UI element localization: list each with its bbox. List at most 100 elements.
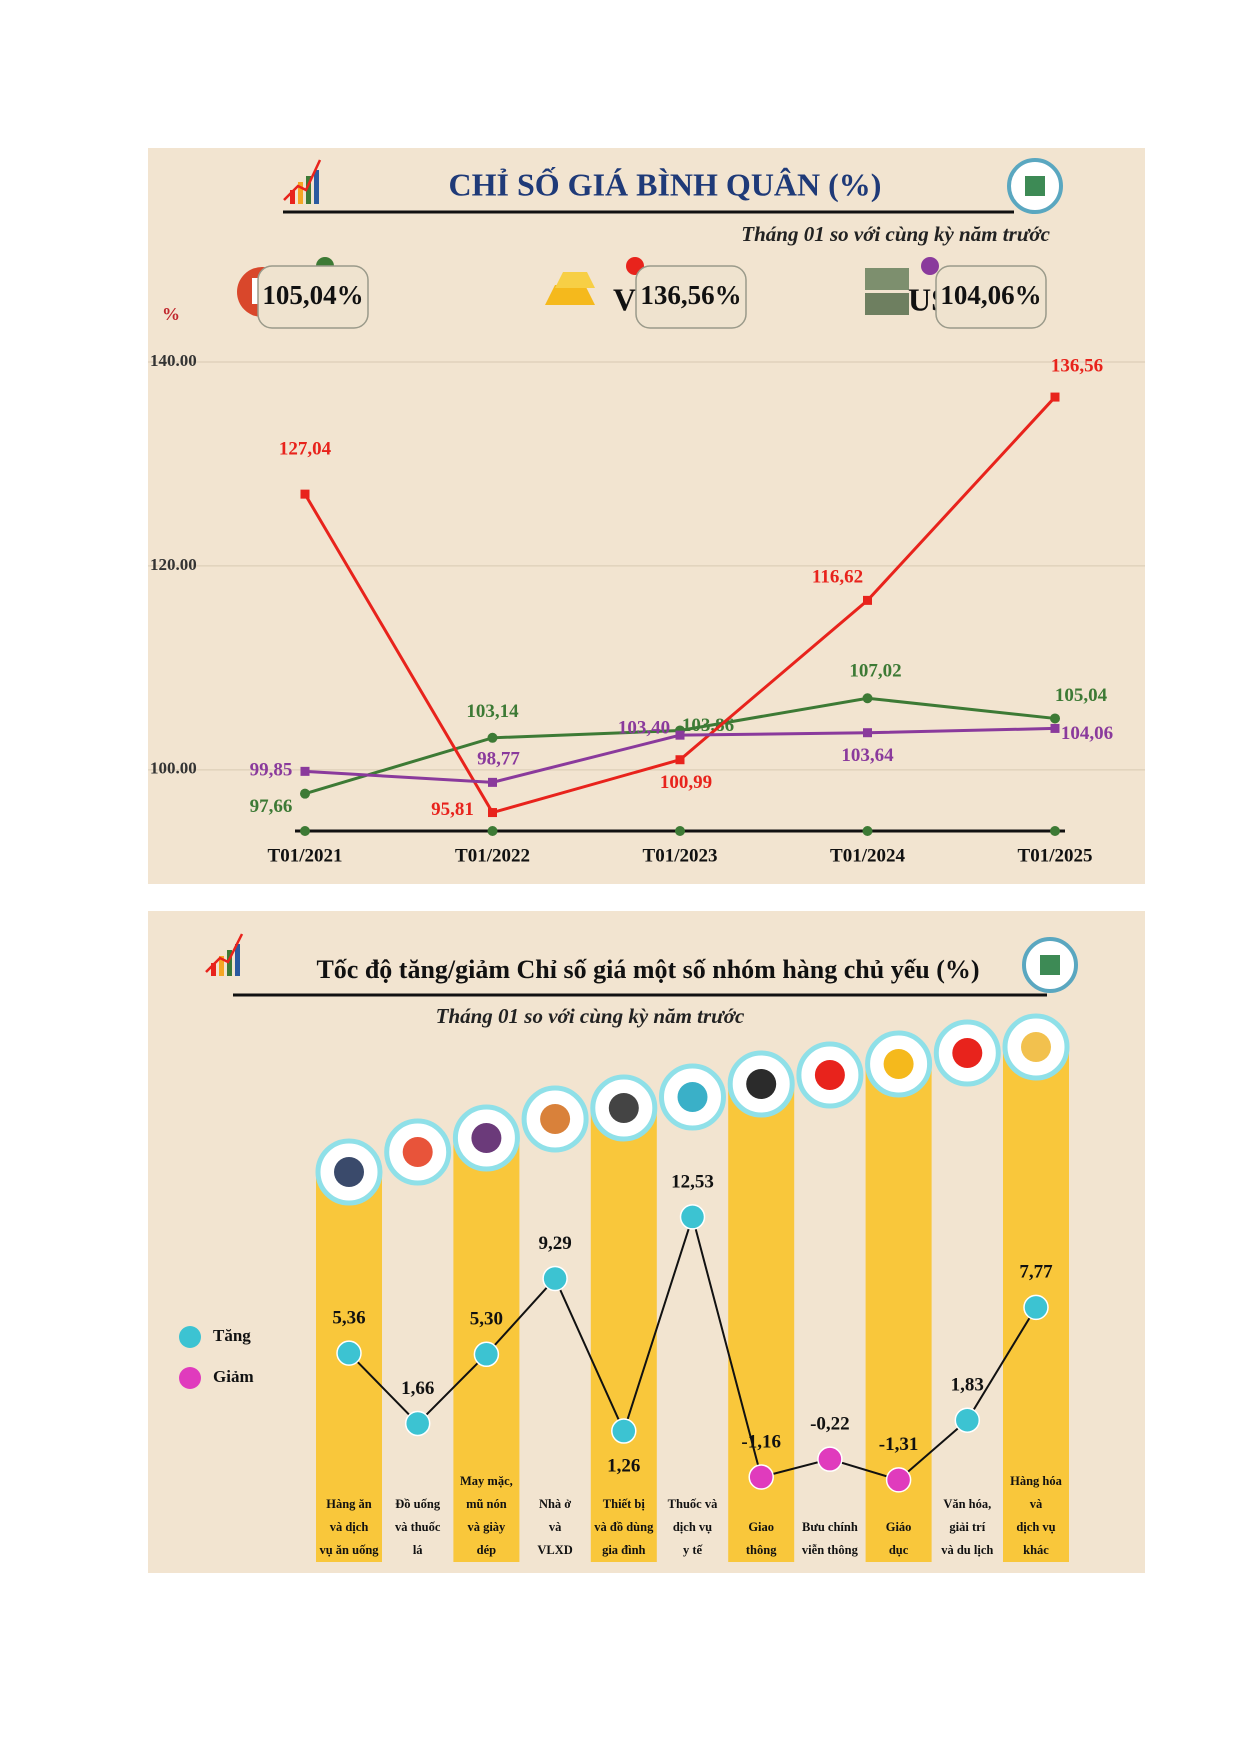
data-label: 104,06 [1061, 723, 1113, 744]
point [862, 693, 873, 704]
data-label: -1,31 [879, 1434, 919, 1455]
category-icon-inner [814, 1060, 845, 1090]
y-tick-label: 140.00 [150, 351, 197, 370]
data-label: 99,85 [250, 760, 293, 781]
category-label: Thuốc và dịch vụ y tế [667, 1497, 718, 1557]
category-label: Hàng hóa và dịch vụ khác [1010, 1474, 1062, 1557]
usd-icon [865, 268, 909, 315]
data-label: 107,02 [849, 661, 901, 682]
point [1023, 1294, 1049, 1321]
point [404, 1410, 431, 1437]
column [728, 1084, 795, 1562]
point [488, 777, 497, 787]
badge: 136,56% [640, 280, 741, 310]
data-label: 5,36 [332, 1308, 365, 1329]
data-label: 116,62 [812, 567, 863, 588]
badge-box [935, 265, 1047, 329]
point [542, 1265, 568, 1292]
data-label: 100,99 [660, 772, 712, 793]
point [863, 595, 872, 605]
x-tick-dot [1050, 826, 1060, 836]
category-icon-inner [608, 1093, 639, 1123]
category-label: Nhà ở và VLXD [537, 1497, 573, 1557]
point [675, 730, 685, 740]
column [316, 1172, 382, 1562]
point [954, 1407, 981, 1433]
logo-icon [1007, 158, 1063, 214]
category-label: May mặc, mũ nón và giày dép [460, 1474, 513, 1557]
chart-icon [205, 933, 244, 976]
point [611, 1418, 637, 1444]
point [748, 1464, 774, 1490]
point [679, 1204, 706, 1230]
point [885, 1467, 912, 1493]
category-label: Giao thông [745, 1520, 777, 1557]
gold-icon [545, 272, 595, 305]
data-label: 127,04 [279, 438, 332, 459]
x-tick-label: T01/2024 [830, 845, 905, 866]
category-icon-inner [334, 1157, 364, 1187]
data-label: 12,53 [671, 1171, 714, 1192]
x-tick-label: T01/2021 [268, 845, 343, 866]
x-tick-label: T01/2023 [643, 845, 718, 866]
category-label: Giáo dục [885, 1520, 912, 1557]
x-tick-dot [675, 826, 685, 836]
point [1050, 713, 1060, 724]
category-icon-inner [883, 1049, 914, 1079]
data-label: 98,77 [477, 749, 520, 770]
category-icon-inner [1021, 1032, 1051, 1062]
data-label: 1,83 [951, 1375, 984, 1396]
y-tick-label: 120.00 [150, 555, 197, 574]
point [300, 489, 310, 499]
data-label: 136,56 [1051, 355, 1103, 376]
data-label: 1,26 [607, 1455, 640, 1476]
x-tick-label: T01/2022 [455, 845, 530, 866]
point [488, 808, 497, 818]
point [473, 1341, 500, 1368]
legend-dot [179, 1367, 201, 1389]
chart-icon [283, 159, 322, 204]
category-icon-inner [746, 1069, 777, 1099]
point [300, 766, 310, 776]
category-icon-inner [402, 1137, 433, 1167]
point [675, 755, 685, 765]
legend-label: Giảm [213, 1367, 254, 1386]
category-label: Đồ uống và thuốc lá [394, 1497, 441, 1557]
logo-icon [1022, 937, 1078, 993]
badge-box [635, 265, 747, 329]
category-label: Bưu chính viễn thông [801, 1520, 858, 1557]
legend-label: Tăng [213, 1326, 251, 1345]
point [487, 732, 498, 743]
data-label: 103,64 [841, 745, 894, 766]
data-label: 103,86 [682, 715, 734, 736]
point [336, 1340, 362, 1366]
point [300, 788, 310, 799]
category-icon-inner [952, 1038, 983, 1068]
data-label: 7,77 [1019, 1262, 1053, 1283]
category-icon-inner [540, 1104, 571, 1134]
column [590, 1108, 657, 1562]
point [1050, 723, 1060, 733]
x-tick-dot [862, 826, 873, 836]
chart-title: Tốc độ tăng/giảm Chỉ số giá một số nhóm … [316, 955, 979, 984]
x-tick-label: T01/2025 [1018, 845, 1093, 866]
point [863, 728, 872, 738]
x-tick-dot [300, 826, 310, 836]
point [817, 1446, 843, 1472]
chart-title: CHỈ SỐ GIÁ BÌNH QUÂN (%) [449, 166, 882, 202]
point [1050, 392, 1060, 402]
badge: 104,06% [940, 280, 1041, 310]
y-tick-label: 100.00 [150, 759, 197, 778]
data-label: 5,30 [470, 1309, 503, 1330]
category-label: Thiết bị và đồ dùng gia đình [594, 1497, 654, 1557]
data-label: 97,66 [250, 796, 293, 817]
data-label: 9,29 [538, 1233, 571, 1254]
data-label: 1,66 [401, 1378, 434, 1399]
category-label: Văn hóa, giải trí và du lịch [941, 1497, 994, 1557]
data-label: 103,14 [466, 701, 519, 722]
panel [148, 148, 1145, 884]
data-label: -0,22 [810, 1414, 850, 1435]
y-axis-label: % [162, 304, 180, 324]
